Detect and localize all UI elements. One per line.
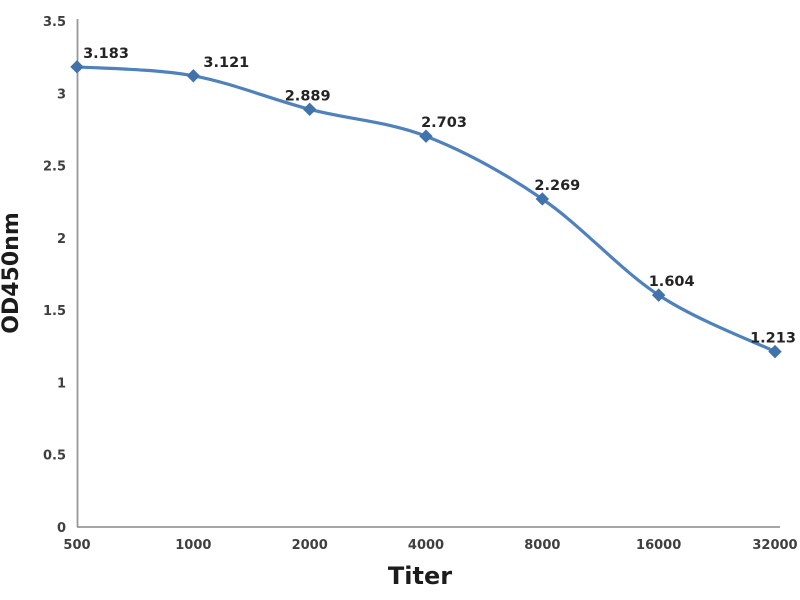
y-tick-label: 0 (57, 521, 66, 536)
y-tick-label: 0.5 (43, 449, 66, 464)
y-tick-label: 3 (57, 87, 66, 102)
data-point-marker (651, 288, 666, 302)
data-point-label: 2.703 (421, 115, 467, 131)
x-tick-label: 2000 (292, 538, 328, 553)
data-point-label: 1.604 (649, 274, 695, 290)
data-point-label: 2.269 (534, 178, 580, 194)
data-point-label: 3.183 (83, 46, 129, 62)
series-line (75, 65, 777, 354)
x-axis-title: Titer (388, 562, 452, 590)
y-tick-label: 2 (57, 232, 66, 247)
data-point-marker (186, 69, 201, 83)
plot-area: 0 0.5 1 1.5 2 2.5 3 3.5 500 1000 2000 4000 8000 16000… (43, 15, 798, 553)
y-axis-title: OD450nm (0, 212, 24, 333)
x-tick-label: 16000 (636, 538, 681, 553)
data-point-marker (419, 129, 433, 143)
data-point-label: 2.889 (285, 88, 331, 104)
data-point-marker (768, 344, 782, 359)
data-point-label: 3.121 (203, 55, 249, 71)
data-point-marker (302, 102, 317, 117)
x-tick-label: 32000 (752, 538, 797, 553)
data-point-marker (535, 192, 550, 206)
x-tick-label: 500 (63, 538, 90, 553)
x-tick-label: 4000 (408, 538, 444, 553)
y-tick-label: 1.5 (43, 304, 66, 319)
x-tick-label: 8000 (524, 538, 560, 553)
data-point-marker (70, 60, 84, 74)
y-tick-label: 3.5 (43, 15, 66, 30)
x-tick-label: 1000 (175, 538, 211, 553)
data-point-label: 1.213 (750, 331, 796, 347)
y-tick-label: 1 (57, 376, 66, 391)
y-tick-label: 2.5 (43, 160, 66, 175)
